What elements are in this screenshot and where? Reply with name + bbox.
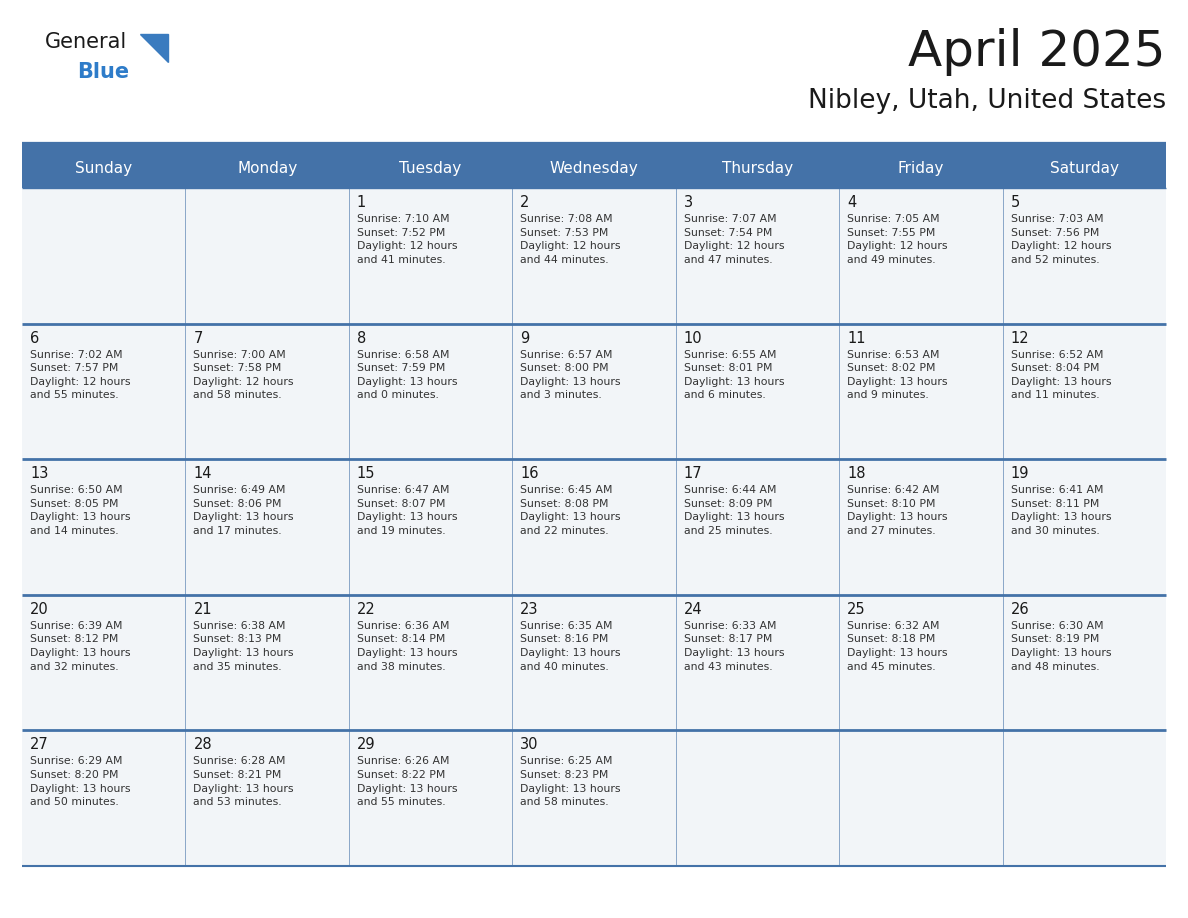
Text: 17: 17	[684, 466, 702, 481]
Bar	[23, 595, 1165, 731]
Text: 7: 7	[194, 330, 203, 345]
Text: Thursday: Thursday	[722, 161, 794, 175]
Text: Sunrise: 6:28 AM
Sunset: 8:21 PM
Daylight: 13 hours
and 53 minutes.: Sunrise: 6:28 AM Sunset: 8:21 PM Dayligh…	[194, 756, 293, 807]
Text: 27: 27	[30, 737, 49, 753]
Text: Blue: Blue	[77, 62, 129, 82]
Text: 16: 16	[520, 466, 539, 481]
Text: 5: 5	[1011, 195, 1019, 210]
Text: 2: 2	[520, 195, 530, 210]
Text: Sunrise: 6:45 AM
Sunset: 8:08 PM
Daylight: 13 hours
and 22 minutes.: Sunrise: 6:45 AM Sunset: 8:08 PM Dayligh…	[520, 486, 621, 536]
Text: Sunrise: 7:10 AM
Sunset: 7:52 PM
Daylight: 12 hours
and 41 minutes.: Sunrise: 7:10 AM Sunset: 7:52 PM Dayligh…	[356, 214, 457, 264]
Text: Sunrise: 6:33 AM
Sunset: 8:17 PM
Daylight: 13 hours
and 43 minutes.: Sunrise: 6:33 AM Sunset: 8:17 PM Dayligh…	[684, 621, 784, 672]
Text: 30: 30	[520, 737, 539, 753]
Text: Sunrise: 7:00 AM
Sunset: 7:58 PM
Daylight: 12 hours
and 58 minutes.: Sunrise: 7:00 AM Sunset: 7:58 PM Dayligh…	[194, 350, 293, 400]
Text: 1: 1	[356, 195, 366, 210]
Text: Friday: Friday	[898, 161, 944, 175]
Bar	[23, 188, 1165, 324]
Text: Nibley, Utah, United States: Nibley, Utah, United States	[808, 88, 1165, 114]
Text: Sunrise: 6:52 AM
Sunset: 8:04 PM
Daylight: 13 hours
and 11 minutes.: Sunrise: 6:52 AM Sunset: 8:04 PM Dayligh…	[1011, 350, 1111, 400]
Text: April 2025: April 2025	[909, 28, 1165, 76]
Text: Sunrise: 7:08 AM
Sunset: 7:53 PM
Daylight: 12 hours
and 44 minutes.: Sunrise: 7:08 AM Sunset: 7:53 PM Dayligh…	[520, 214, 621, 264]
Text: 10: 10	[684, 330, 702, 345]
Text: 28: 28	[194, 737, 211, 753]
Text: Sunrise: 6:26 AM
Sunset: 8:22 PM
Daylight: 13 hours
and 55 minutes.: Sunrise: 6:26 AM Sunset: 8:22 PM Dayligh…	[356, 756, 457, 807]
Text: 14: 14	[194, 466, 211, 481]
Text: 15: 15	[356, 466, 375, 481]
Text: 8: 8	[356, 330, 366, 345]
Text: Sunrise: 6:32 AM
Sunset: 8:18 PM
Daylight: 13 hours
and 45 minutes.: Sunrise: 6:32 AM Sunset: 8:18 PM Dayligh…	[847, 621, 948, 672]
Text: Sunrise: 6:55 AM
Sunset: 8:01 PM
Daylight: 13 hours
and 6 minutes.: Sunrise: 6:55 AM Sunset: 8:01 PM Dayligh…	[684, 350, 784, 400]
Text: Sunrise: 7:02 AM
Sunset: 7:57 PM
Daylight: 12 hours
and 55 minutes.: Sunrise: 7:02 AM Sunset: 7:57 PM Dayligh…	[30, 350, 131, 400]
Text: Sunrise: 6:41 AM
Sunset: 8:11 PM
Daylight: 13 hours
and 30 minutes.: Sunrise: 6:41 AM Sunset: 8:11 PM Dayligh…	[1011, 486, 1111, 536]
Text: 11: 11	[847, 330, 866, 345]
Text: Sunrise: 6:50 AM
Sunset: 8:05 PM
Daylight: 13 hours
and 14 minutes.: Sunrise: 6:50 AM Sunset: 8:05 PM Dayligh…	[30, 486, 131, 536]
Bar	[23, 148, 1165, 188]
Text: Sunday: Sunday	[75, 161, 132, 175]
Text: 21: 21	[194, 602, 211, 617]
Text: 9: 9	[520, 330, 530, 345]
Text: 12: 12	[1011, 330, 1029, 345]
Text: 23: 23	[520, 602, 539, 617]
Text: Sunrise: 7:03 AM
Sunset: 7:56 PM
Daylight: 12 hours
and 52 minutes.: Sunrise: 7:03 AM Sunset: 7:56 PM Dayligh…	[1011, 214, 1111, 264]
Text: Sunrise: 6:42 AM
Sunset: 8:10 PM
Daylight: 13 hours
and 27 minutes.: Sunrise: 6:42 AM Sunset: 8:10 PM Dayligh…	[847, 486, 948, 536]
Text: General: General	[45, 32, 127, 52]
Text: 3: 3	[684, 195, 693, 210]
Text: 29: 29	[356, 737, 375, 753]
Text: 4: 4	[847, 195, 857, 210]
Text: 26: 26	[1011, 602, 1029, 617]
Text: Sunrise: 7:07 AM
Sunset: 7:54 PM
Daylight: 12 hours
and 47 minutes.: Sunrise: 7:07 AM Sunset: 7:54 PM Dayligh…	[684, 214, 784, 264]
Text: Wednesday: Wednesday	[550, 161, 638, 175]
Text: Sunrise: 6:47 AM
Sunset: 8:07 PM
Daylight: 13 hours
and 19 minutes.: Sunrise: 6:47 AM Sunset: 8:07 PM Dayligh…	[356, 486, 457, 536]
Text: 20: 20	[30, 602, 49, 617]
Text: Sunrise: 6:29 AM
Sunset: 8:20 PM
Daylight: 13 hours
and 50 minutes.: Sunrise: 6:29 AM Sunset: 8:20 PM Dayligh…	[30, 756, 131, 807]
Text: Sunrise: 6:57 AM
Sunset: 8:00 PM
Daylight: 13 hours
and 3 minutes.: Sunrise: 6:57 AM Sunset: 8:00 PM Dayligh…	[520, 350, 621, 400]
Text: Sunrise: 6:58 AM
Sunset: 7:59 PM
Daylight: 13 hours
and 0 minutes.: Sunrise: 6:58 AM Sunset: 7:59 PM Dayligh…	[356, 350, 457, 400]
Text: Sunrise: 7:05 AM
Sunset: 7:55 PM
Daylight: 12 hours
and 49 minutes.: Sunrise: 7:05 AM Sunset: 7:55 PM Dayligh…	[847, 214, 948, 264]
Text: Saturday: Saturday	[1050, 161, 1119, 175]
Bar	[23, 459, 1165, 595]
Text: Sunrise: 6:39 AM
Sunset: 8:12 PM
Daylight: 13 hours
and 32 minutes.: Sunrise: 6:39 AM Sunset: 8:12 PM Dayligh…	[30, 621, 131, 672]
Polygon shape	[140, 34, 168, 62]
Text: 24: 24	[684, 602, 702, 617]
Bar	[23, 324, 1165, 459]
Text: 18: 18	[847, 466, 866, 481]
Text: Monday: Monday	[238, 161, 297, 175]
Text: 13: 13	[30, 466, 49, 481]
Text: Sunrise: 6:35 AM
Sunset: 8:16 PM
Daylight: 13 hours
and 40 minutes.: Sunrise: 6:35 AM Sunset: 8:16 PM Dayligh…	[520, 621, 621, 672]
Text: 6: 6	[30, 330, 39, 345]
Text: 22: 22	[356, 602, 375, 617]
Bar	[23, 731, 1165, 866]
Text: Sunrise: 6:44 AM
Sunset: 8:09 PM
Daylight: 13 hours
and 25 minutes.: Sunrise: 6:44 AM Sunset: 8:09 PM Dayligh…	[684, 486, 784, 536]
Text: 25: 25	[847, 602, 866, 617]
Text: Sunrise: 6:30 AM
Sunset: 8:19 PM
Daylight: 13 hours
and 48 minutes.: Sunrise: 6:30 AM Sunset: 8:19 PM Dayligh…	[1011, 621, 1111, 672]
Text: Tuesday: Tuesday	[399, 161, 462, 175]
Text: Sunrise: 6:53 AM
Sunset: 8:02 PM
Daylight: 13 hours
and 9 minutes.: Sunrise: 6:53 AM Sunset: 8:02 PM Dayligh…	[847, 350, 948, 400]
Text: Sunrise: 6:25 AM
Sunset: 8:23 PM
Daylight: 13 hours
and 58 minutes.: Sunrise: 6:25 AM Sunset: 8:23 PM Dayligh…	[520, 756, 621, 807]
Text: Sunrise: 6:38 AM
Sunset: 8:13 PM
Daylight: 13 hours
and 35 minutes.: Sunrise: 6:38 AM Sunset: 8:13 PM Dayligh…	[194, 621, 293, 672]
Text: 19: 19	[1011, 466, 1029, 481]
Text: Sunrise: 6:36 AM
Sunset: 8:14 PM
Daylight: 13 hours
and 38 minutes.: Sunrise: 6:36 AM Sunset: 8:14 PM Dayligh…	[356, 621, 457, 672]
Text: Sunrise: 6:49 AM
Sunset: 8:06 PM
Daylight: 13 hours
and 17 minutes.: Sunrise: 6:49 AM Sunset: 8:06 PM Dayligh…	[194, 486, 293, 536]
